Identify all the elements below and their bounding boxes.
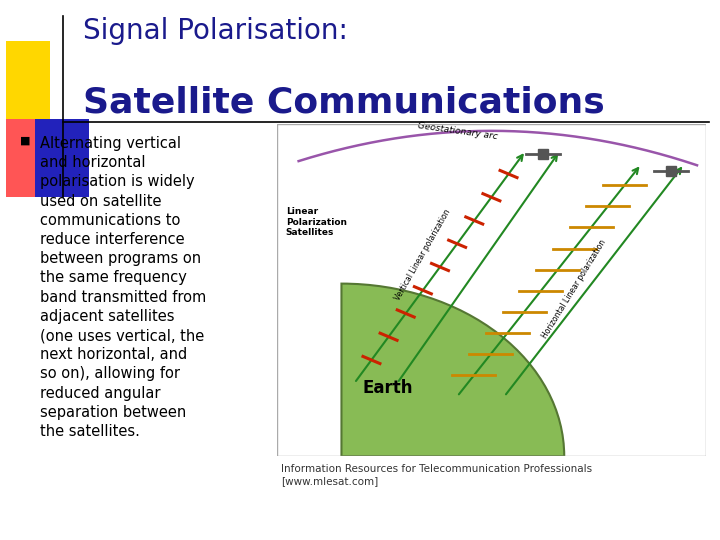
Bar xyxy=(6,119,50,197)
Text: Horizontal Linear polarization: Horizontal Linear polarization xyxy=(541,238,608,340)
Text: Earth: Earth xyxy=(363,379,413,396)
Wedge shape xyxy=(341,284,564,456)
Bar xyxy=(6,40,50,119)
Text: Vertical Linear polarization: Vertical Linear polarization xyxy=(394,208,453,302)
Text: Geostationary arc: Geostationary arc xyxy=(416,121,498,141)
Bar xyxy=(35,119,89,197)
Text: Satellite Communications: Satellite Communications xyxy=(83,85,605,119)
Text: Linear
Polarization
Satellites: Linear Polarization Satellites xyxy=(286,207,347,237)
Text: Signal Polarisation:: Signal Polarisation: xyxy=(83,17,348,45)
Text: ■: ■ xyxy=(20,136,31,146)
Text: Alternating vertical
and horizontal
polarisation is widely
used on satellite
com: Alternating vertical and horizontal pola… xyxy=(40,136,206,439)
Text: Information Resources for Telecommunication Professionals
[www.mlesat.com]: Information Resources for Telecommunicat… xyxy=(281,464,592,486)
Bar xyxy=(277,124,706,456)
